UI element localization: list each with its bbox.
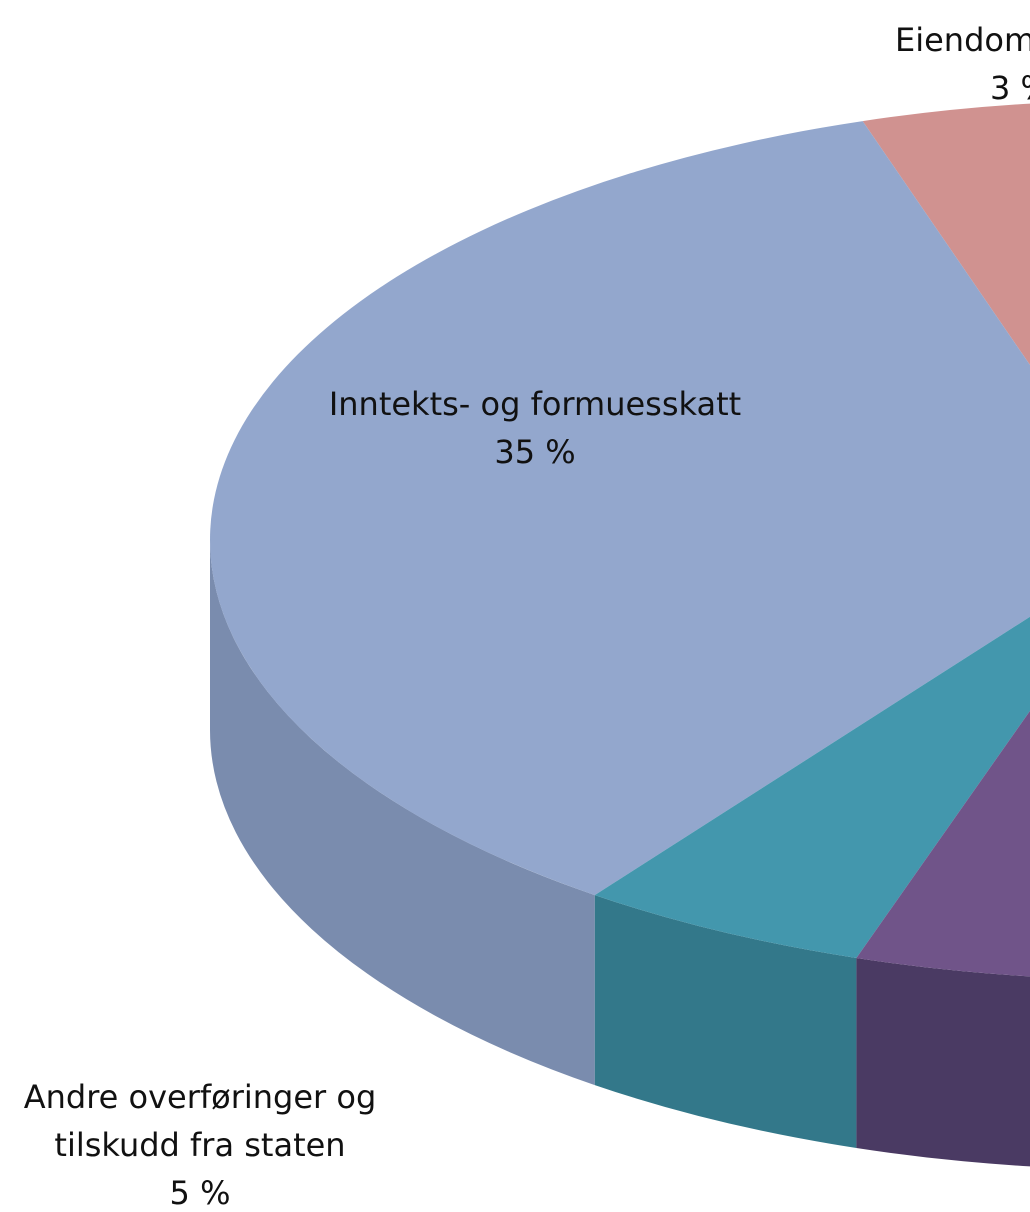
- slice-side: [209, 540, 595, 1086]
- slice-label: Inntekts- og formuesskatt: [328, 385, 742, 423]
- slice-side: [856, 957, 1030, 1167]
- slice-side: [594, 895, 857, 1148]
- slice-value-label: 3 %: [990, 69, 1030, 107]
- slice-value-label: 5 %: [169, 1174, 231, 1212]
- slice: [856, 710, 1030, 977]
- slice-value-label: 35 %: [494, 433, 576, 471]
- slice: [862, 103, 1030, 366]
- slice-label: Eiendom: [895, 21, 1030, 59]
- slice-label: Andre overføringer og tilskudd fra state…: [23, 1078, 377, 1164]
- slice: [210, 121, 1030, 896]
- slice: [594, 616, 1030, 958]
